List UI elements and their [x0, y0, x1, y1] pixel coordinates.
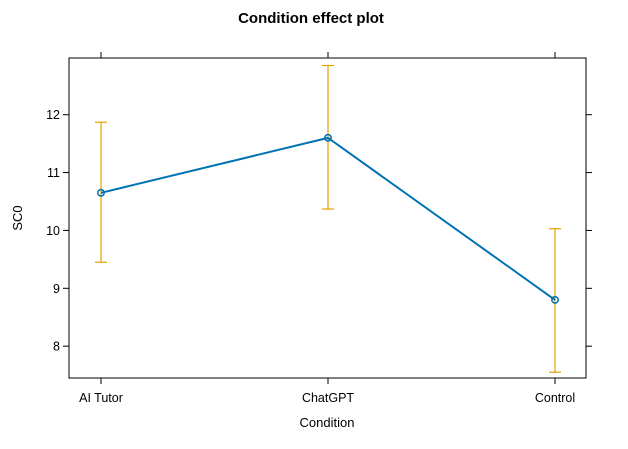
x-axis: AI Tutor ChatGPT Control — [79, 52, 575, 405]
series-line — [100, 136, 556, 301]
y-axis: 8 9 10 11 12 — [46, 108, 592, 354]
data-point-2 — [551, 295, 559, 304]
y-tick-label-12: 12 — [46, 108, 60, 122]
data-point-0 — [97, 188, 105, 197]
chart-title: Condition effect plot — [238, 10, 384, 27]
y-tick-label-9: 9 — [53, 282, 60, 296]
error-bars — [95, 64, 561, 373]
x-tick-label-0: AI Tutor — [79, 391, 123, 405]
x-tick-label-2: Control — [535, 391, 575, 405]
y-axis-label: SC0 — [10, 205, 25, 230]
y-tick-label-11: 11 — [47, 166, 60, 180]
y-tick-label-10: 10 — [46, 224, 60, 238]
y-tick-label-8: 8 — [53, 340, 60, 354]
data-point-1 — [324, 133, 332, 142]
x-tick-label-1: ChatGPT — [302, 391, 354, 405]
series-line-group — [97, 133, 559, 304]
x-axis-label: Condition — [300, 415, 355, 430]
